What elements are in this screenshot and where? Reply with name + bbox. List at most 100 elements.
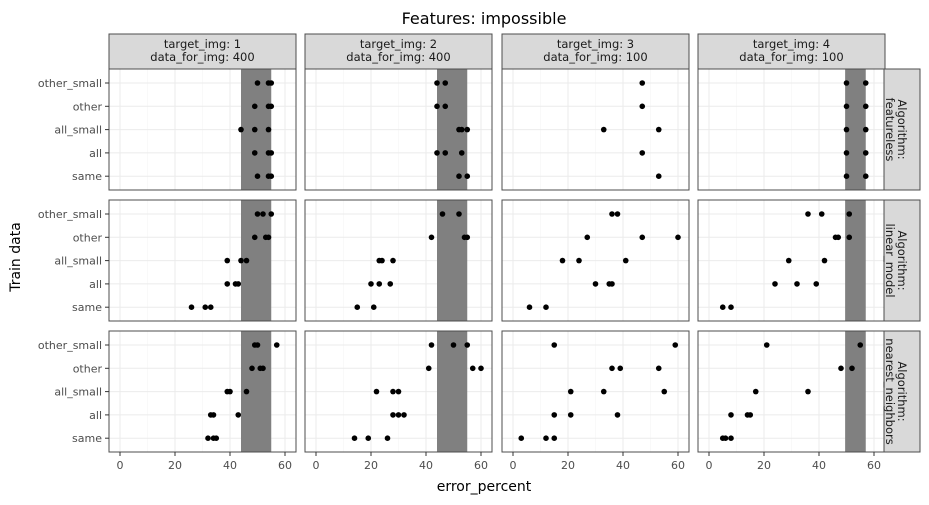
data-point <box>238 257 244 264</box>
data-point <box>862 103 869 110</box>
x-tick-label: 0 <box>117 459 124 472</box>
data-point <box>464 342 471 348</box>
data-point <box>268 103 275 110</box>
panel-border <box>501 199 690 322</box>
y-tick-label: same <box>72 170 102 183</box>
y-tick-label: all_small <box>54 255 102 268</box>
row-strip-label: nearest_neighbors <box>883 338 897 444</box>
data-point <box>395 388 402 395</box>
row-strip-label: Algorithm: <box>895 361 909 421</box>
data-point <box>609 211 615 217</box>
data-point <box>843 150 850 156</box>
facet-panel <box>108 330 297 453</box>
data-point <box>213 435 220 442</box>
data-point <box>763 342 770 348</box>
data-point <box>464 173 471 179</box>
data-point <box>439 211 446 217</box>
data-point <box>609 365 615 372</box>
data-point <box>395 412 402 418</box>
data-point <box>210 412 217 418</box>
x-tick-label: 0 <box>313 459 320 472</box>
data-point <box>592 281 599 287</box>
y-tick-label: all_small <box>54 124 102 137</box>
data-point <box>434 80 440 86</box>
data-point <box>805 388 811 395</box>
data-point <box>456 211 462 217</box>
data-point <box>273 342 280 348</box>
data-point <box>384 435 391 442</box>
column-strip-label: data_for_img: 400 <box>150 50 254 64</box>
panel-border <box>501 330 690 453</box>
data-point <box>428 234 435 241</box>
data-point <box>268 80 275 86</box>
data-point <box>805 211 811 217</box>
data-point <box>401 412 407 418</box>
column-strip-label: target_img: 1 <box>164 37 241 51</box>
column-strip-label: target_img: 3 <box>557 37 634 51</box>
data-point <box>728 412 734 418</box>
data-point <box>846 234 853 241</box>
y-tick-label: other <box>73 100 103 113</box>
data-point <box>390 412 396 418</box>
y-tick-label: other_small <box>38 77 102 90</box>
data-point <box>469 365 476 372</box>
data-point <box>862 126 869 133</box>
data-point <box>862 173 869 179</box>
data-point <box>559 257 566 264</box>
reference-band <box>845 69 866 190</box>
data-point <box>227 388 233 395</box>
data-point <box>622 257 629 264</box>
data-point <box>617 365 624 372</box>
row-strip-label: linear_model <box>883 223 897 297</box>
data-point <box>265 126 272 133</box>
data-point <box>614 412 621 418</box>
panel-border <box>304 330 493 453</box>
x-tick-label: 0 <box>706 459 713 472</box>
reference-band <box>845 331 866 452</box>
y-tick-label: same <box>72 432 102 445</box>
y-tick-label: all <box>89 409 102 422</box>
column-strip <box>697 33 886 70</box>
x-tick-label: 40 <box>223 459 237 472</box>
y-tick-label: other <box>73 231 103 244</box>
data-point <box>551 435 558 442</box>
data-point <box>254 342 261 348</box>
facet-panel <box>501 199 690 322</box>
data-point <box>268 150 275 156</box>
data-point <box>661 388 668 395</box>
x-tick-label: 40 <box>812 459 826 472</box>
x-tick-label: 40 <box>616 459 630 472</box>
data-point <box>862 150 869 156</box>
data-point <box>373 388 380 395</box>
row-strip-label: Algorithm: <box>895 230 909 290</box>
x-tick-label: 60 <box>867 459 881 472</box>
data-point <box>639 150 646 156</box>
data-point <box>600 126 607 133</box>
data-point <box>390 257 396 264</box>
data-point <box>224 257 231 264</box>
data-point <box>251 150 258 156</box>
data-point <box>456 173 462 179</box>
x-axis-title: error_percent <box>437 479 532 495</box>
facet-panel <box>501 330 690 453</box>
data-point <box>390 388 396 395</box>
data-point <box>434 103 440 110</box>
data-point <box>576 257 582 264</box>
data-point <box>260 211 266 217</box>
panel-border <box>304 199 493 322</box>
data-point <box>843 80 850 86</box>
data-point <box>458 126 465 133</box>
data-point <box>655 365 662 372</box>
data-point <box>639 234 646 241</box>
data-point <box>843 126 850 133</box>
data-point <box>387 281 394 287</box>
data-point <box>600 388 607 395</box>
data-point <box>728 304 734 311</box>
data-point <box>188 304 195 311</box>
y-tick-label: other_small <box>38 339 102 352</box>
reference-band <box>437 331 468 452</box>
data-point <box>813 281 820 287</box>
x-tick-label: 60 <box>278 459 292 472</box>
column-strip-label: data_for_img: 100 <box>739 50 843 64</box>
data-point <box>260 365 266 372</box>
